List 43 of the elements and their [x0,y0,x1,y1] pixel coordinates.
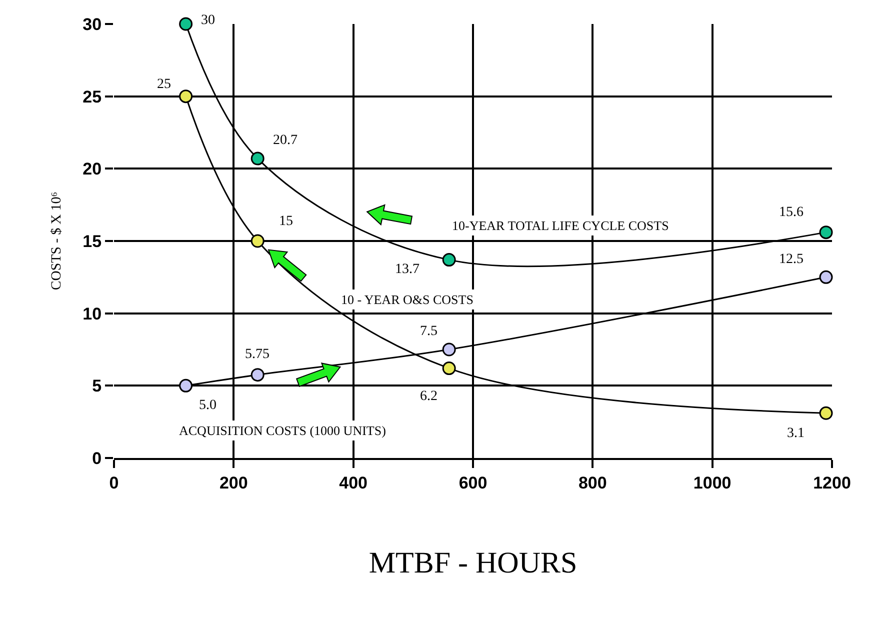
y-tick-label: 20 [82,160,102,179]
data-label: 6.2 [420,389,438,404]
y-tick-label: 0 [92,448,102,468]
data-label: 13.7 [395,262,420,277]
y-tick-label: 25 [82,87,102,106]
data-label: 5.75 [245,347,270,362]
data-label: 12.5 [779,252,804,267]
point [442,342,456,356]
point [819,406,833,420]
data-label: 5.0 [199,398,216,413]
point [442,362,456,376]
x-tick-label: 1200 [813,473,851,492]
x-tick-label: 600 [458,473,488,492]
data-label: 3.1 [787,426,804,441]
x-axis-title: MTBF - HOURS [368,546,578,580]
y-tick-label: 10 [82,304,102,324]
series-label: 10-YEAR TOTAL LIFE CYCLE COSTS [452,218,669,233]
point [442,253,456,267]
data-label: 25 [157,77,171,92]
data-label: 20.7 [273,133,298,148]
point [179,378,193,392]
x-tick-label: 400 [339,473,368,492]
data-label: 30 [201,13,215,28]
point [250,234,264,248]
data-label: 7.5 [420,324,438,339]
x-tick-label: 1000 [693,473,732,492]
x-tick-label: 0 [109,473,119,492]
y-tick-label: 30 [82,14,102,34]
data-label: 15.6 [779,205,804,220]
x-tick-label: 200 [219,473,248,492]
point [179,17,193,31]
x-tick-label: 800 [578,473,607,492]
y-tick-label: 5 [92,376,102,396]
point [250,368,264,382]
point [250,152,264,166]
data-label: 15 [279,214,293,229]
point [819,270,833,284]
point [179,90,193,104]
y-axis-title: COSTS - $ X 10⁶ [49,192,64,290]
series-label: 10 - YEAR O&S COSTS [341,292,474,307]
point [819,226,833,240]
y-tick-label: 15 [82,232,102,251]
text: ACQUISITION COSTS (1000 UNITS) [179,423,386,438]
